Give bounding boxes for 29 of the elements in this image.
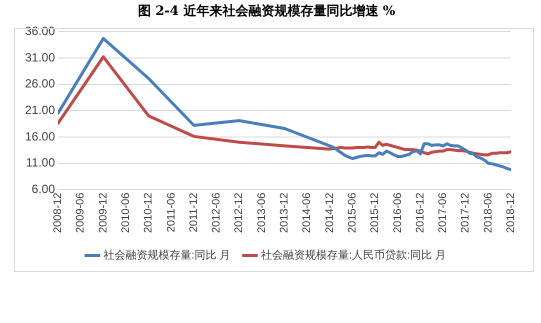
x-tick-label: 2011-12 bbox=[188, 192, 200, 232]
y-tick-label: 31.00 bbox=[25, 50, 56, 64]
x-tick-label: 2009-06 bbox=[74, 192, 87, 234]
y-tick-label: 26.00 bbox=[25, 76, 56, 91]
x-tick-label: 2010-12 bbox=[142, 192, 155, 234]
x-tick-label: 2012-12 bbox=[233, 192, 246, 234]
x-tick-label: 2011-06 bbox=[165, 192, 178, 232]
x-tick-label: 2013-06 bbox=[256, 192, 268, 234]
legend-label: 社会融资规模存量:人民币贷款:同比 月 bbox=[260, 248, 446, 262]
y-tick-label: 16.00 bbox=[25, 129, 56, 144]
x-tick-label: 2018-06 bbox=[482, 192, 494, 234]
x-tick-label: 2013-12 bbox=[278, 192, 291, 234]
x-tick-label: 2008-12 bbox=[52, 192, 64, 234]
x-tick-label: 2015-06 bbox=[346, 192, 358, 234]
legend-label: 社会融资规模存量:同比 月 bbox=[103, 248, 230, 262]
x-tick-label: 2017-06 bbox=[437, 192, 450, 234]
x-tick-label: 2018-12 bbox=[505, 192, 518, 234]
y-tick-label: 21.00 bbox=[25, 102, 56, 117]
x-tick-label: 2014-12 bbox=[324, 192, 336, 234]
x-tick-label: 2016-06 bbox=[392, 192, 404, 234]
x-tick-label: 2017-12 bbox=[460, 192, 472, 234]
x-tick-label: 2009-12 bbox=[97, 192, 110, 234]
x-tick-label: 2012-06 bbox=[210, 192, 223, 234]
x-tick-label: 2014-06 bbox=[301, 192, 314, 234]
x-tick-label: 2015-12 bbox=[369, 192, 382, 234]
x-tick-label: 2010-06 bbox=[120, 192, 132, 234]
y-tick-label: 11.00 bbox=[26, 156, 56, 170]
x-tick-label: 2016-12 bbox=[414, 192, 426, 234]
chart-title: 图 2-4 近年来社会融资规模存量同比增速 % bbox=[138, 3, 396, 20]
